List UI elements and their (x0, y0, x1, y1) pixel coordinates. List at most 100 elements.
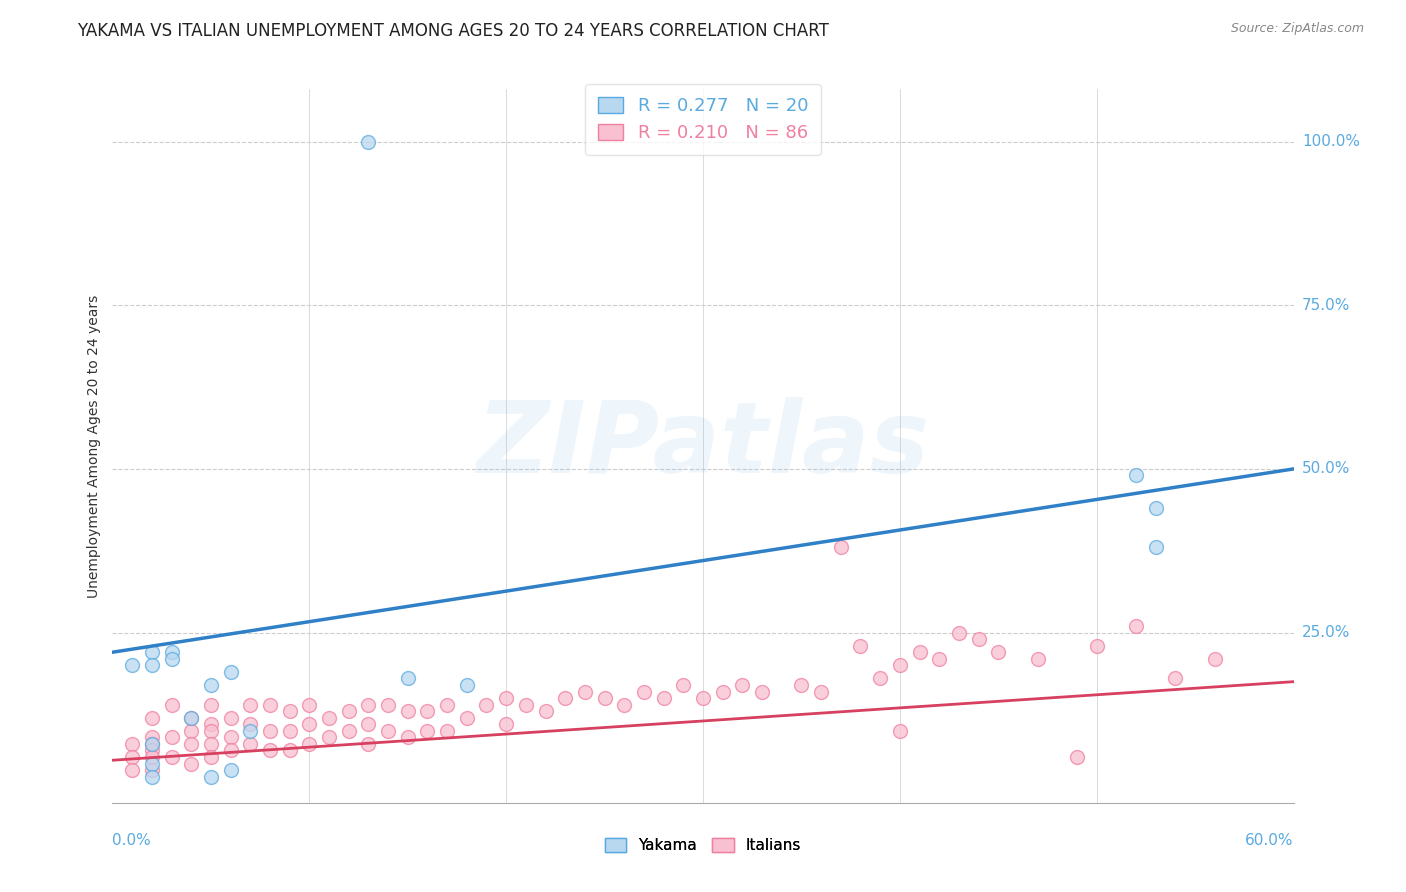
Point (672, 678, 695, 692)
Point (869, 672, 891, 686)
Point (239, 717, 262, 731)
Point (948, 625, 970, 640)
Point (121, 763, 143, 777)
Point (987, 645, 1010, 659)
Point (121, 658, 143, 673)
Point (751, 684, 773, 698)
Point (692, 691, 714, 706)
Point (1125, 468, 1147, 483)
Point (278, 704, 301, 718)
Point (967, 632, 990, 647)
Point (495, 691, 517, 706)
Point (160, 731, 183, 745)
Point (219, 711, 242, 725)
Point (200, 723, 222, 738)
Point (337, 723, 360, 738)
Point (396, 672, 419, 686)
Point (1125, 619, 1147, 633)
Point (1204, 652, 1226, 666)
Point (259, 698, 281, 712)
Point (141, 770, 163, 784)
Point (141, 750, 163, 764)
Text: YAKAMA VS ITALIAN UNEMPLOYMENT AMONG AGES 20 TO 24 YEARS CORRELATION CHART: YAKAMA VS ITALIAN UNEMPLOYMENT AMONG AGE… (77, 22, 830, 40)
Point (613, 698, 636, 712)
Point (180, 711, 202, 725)
Point (180, 711, 202, 725)
Point (318, 731, 340, 745)
Point (298, 717, 321, 731)
Text: 100.0%: 100.0% (1302, 134, 1360, 149)
Point (1026, 652, 1049, 666)
Text: Source: ZipAtlas.com: Source: ZipAtlas.com (1230, 22, 1364, 36)
Point (357, 135, 380, 149)
Point (652, 691, 675, 706)
Point (436, 723, 458, 738)
Point (711, 684, 734, 698)
Point (790, 678, 813, 692)
Point (534, 704, 557, 718)
Point (396, 704, 419, 718)
Point (357, 737, 380, 751)
Point (200, 750, 222, 764)
Point (141, 743, 163, 757)
Point (889, 723, 911, 738)
Point (436, 698, 458, 712)
Point (141, 737, 163, 751)
Point (160, 750, 183, 764)
Point (121, 750, 143, 764)
Text: 75.0%: 75.0% (1302, 298, 1350, 313)
Text: 60.0%: 60.0% (1246, 833, 1294, 848)
Point (593, 691, 616, 706)
Point (160, 652, 183, 666)
Point (200, 717, 222, 731)
Point (830, 541, 852, 555)
Point (475, 698, 498, 712)
Point (278, 743, 301, 757)
Legend: Yakama, Italians: Yakama, Italians (599, 832, 807, 859)
Point (574, 684, 596, 698)
Point (298, 698, 321, 712)
Point (928, 652, 950, 666)
Point (278, 723, 301, 738)
Point (908, 645, 931, 659)
Point (239, 737, 262, 751)
Point (377, 698, 399, 712)
Point (180, 737, 202, 751)
Point (456, 678, 478, 692)
Point (1144, 541, 1167, 555)
Point (1144, 501, 1167, 516)
Point (200, 770, 222, 784)
Point (200, 737, 222, 751)
Point (160, 698, 183, 712)
Point (515, 698, 537, 712)
Point (1164, 672, 1187, 686)
Point (141, 756, 163, 771)
Point (219, 763, 242, 777)
Point (731, 678, 754, 692)
Point (141, 737, 163, 751)
Point (377, 723, 399, 738)
Point (121, 737, 143, 751)
Point (141, 763, 163, 777)
Point (141, 645, 163, 659)
Point (141, 711, 163, 725)
Point (298, 737, 321, 751)
Point (357, 698, 380, 712)
Point (337, 704, 360, 718)
Point (416, 723, 439, 738)
Point (357, 717, 380, 731)
Point (633, 684, 655, 698)
Point (889, 658, 911, 673)
Point (200, 678, 222, 692)
Point (554, 691, 576, 706)
Point (1085, 639, 1108, 653)
Point (141, 731, 163, 745)
Text: 50.0%: 50.0% (1302, 461, 1350, 476)
Text: ZIPatlas: ZIPatlas (477, 398, 929, 494)
Point (416, 704, 439, 718)
Point (200, 698, 222, 712)
Text: 0.0%: 0.0% (112, 833, 152, 848)
Point (810, 684, 832, 698)
Y-axis label: Unemployment Among Ages 20 to 24 years: Unemployment Among Ages 20 to 24 years (87, 294, 101, 598)
Point (456, 711, 478, 725)
